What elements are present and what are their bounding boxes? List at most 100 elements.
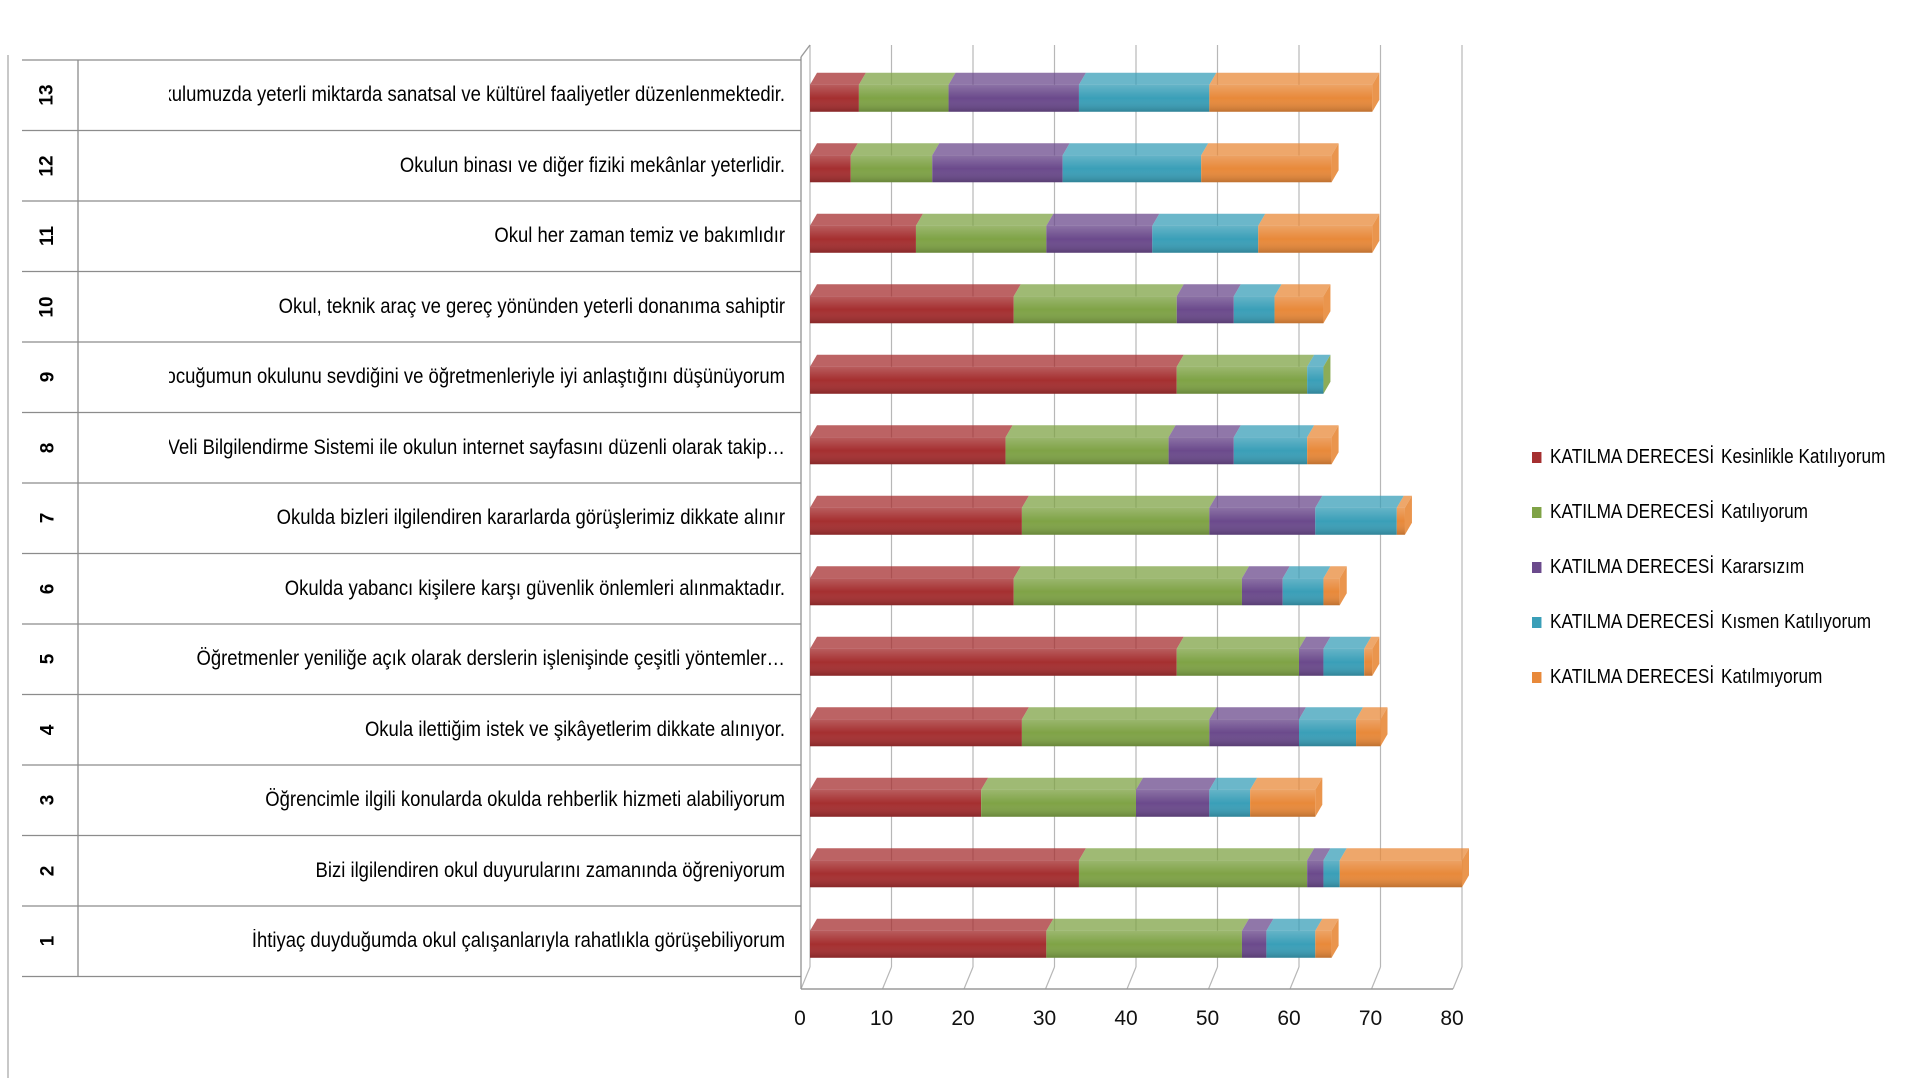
category-number: 7: [36, 512, 58, 524]
bar-segment-top: [810, 848, 1086, 861]
gridline-floor: [963, 966, 974, 990]
legend-label: KATILMA DERECESİ Katılıyorum: [1550, 501, 1809, 523]
bar-segment-shade: [1364, 648, 1373, 676]
bar-segment-shade: [1396, 507, 1405, 535]
category-number: 11: [37, 225, 58, 247]
bar-segment-shade: [1013, 578, 1242, 606]
bar-segment-top: [1323, 636, 1372, 649]
category-label: Bizi ilgilendiren okul duyurularını zama…: [315, 858, 785, 882]
x-tick-label: 40: [1114, 1007, 1137, 1030]
category-number: 6: [36, 583, 58, 594]
bar-segment-shade: [1176, 648, 1299, 676]
bar-segment-shade: [1152, 225, 1259, 253]
gridline-floor: [1044, 966, 1056, 990]
bar-segment-shade: [1209, 507, 1316, 535]
bar-segment-shade: [1241, 930, 1267, 958]
bar-segment-shade: [1021, 719, 1210, 747]
bar-segment-top: [1152, 213, 1266, 226]
bar-segment-shade: [1315, 507, 1397, 535]
bar-segment-top: [1282, 566, 1331, 579]
bar-segment-shade: [810, 507, 1022, 535]
bar-segment-top: [948, 72, 1086, 85]
bar-segment-shade: [1176, 296, 1234, 324]
bar-segment-top: [1307, 425, 1339, 438]
bar-segment-top: [1323, 848, 1347, 861]
bar-segment-shade: [1046, 930, 1242, 958]
bar-segment-shade: [1201, 155, 1332, 183]
category-number: 10: [36, 295, 58, 318]
bar-segment-shade: [810, 296, 1014, 324]
bar-segment-shade: [1266, 930, 1316, 958]
bar-segment-top: [810, 213, 923, 226]
bar-segment-shade: [1209, 84, 1373, 112]
bar-segment-top: [810, 495, 1029, 508]
category-number: 5: [36, 653, 58, 665]
bar-segment-shade: [810, 366, 1177, 394]
bar-segment-top: [1168, 425, 1241, 438]
bar-segment-shade: [1307, 860, 1324, 888]
bar-segment-top: [1078, 848, 1315, 861]
bar-segment-top: [810, 425, 1013, 438]
bar-segment-top: [1201, 143, 1339, 156]
bar-segment-top: [1136, 777, 1217, 790]
x-tick-label: 0: [794, 1007, 806, 1030]
bar-segment-shade: [1299, 719, 1357, 747]
bar-segment-top: [1315, 918, 1339, 931]
bar-segment-top: [1209, 707, 1306, 720]
bar-segment-top: [1046, 918, 1249, 931]
chart-legend: KATILMA DERECESİ Kesinlikle Katılıyorum KA…: [1532, 430, 1912, 705]
bar-segment-top: [810, 284, 1021, 297]
bar-segment-top: [1266, 918, 1323, 931]
bar-segment-top: [1315, 495, 1404, 508]
bar-segment-top: [1250, 777, 1323, 790]
bar-segment-shade: [1307, 366, 1324, 394]
bar-segment-top: [1176, 284, 1241, 297]
bar-segment-shade: [810, 578, 1014, 606]
bar-segment-top: [1209, 495, 1323, 508]
bar-segment-shade: [810, 437, 1006, 465]
bar-segment-top: [1258, 213, 1380, 226]
bar-end-cap: [1404, 495, 1412, 535]
bar-segment-shade: [1307, 437, 1332, 465]
bar-end-cap: [1380, 707, 1388, 747]
bar-segment-shade: [1046, 225, 1153, 253]
legend-item: KATILMA DERECESİ Kısmen Katılıyorum: [1532, 595, 1871, 650]
x-tick-label: 30: [1033, 1007, 1056, 1030]
bar-segment-top: [810, 566, 1021, 579]
category-number: 8: [36, 442, 58, 453]
legend-swatch: [1532, 672, 1542, 683]
bar-segment-top: [1241, 918, 1274, 931]
x-tick-label: 50: [1196, 1007, 1219, 1030]
bar-segment-shade: [1062, 155, 1202, 183]
bar-segment-shade: [1078, 860, 1308, 888]
category-label: E-Okul Veli Bilgilendirme Sistemi ile ok…: [169, 435, 785, 459]
category-label: Okulda yabancı kişilere karşı güvenlik ö…: [284, 576, 785, 600]
bar-segment-shade: [810, 930, 1047, 958]
gridline-floor: [1452, 966, 1463, 990]
bar-segment-top: [1356, 707, 1388, 720]
bar-segment-shade: [1274, 296, 1324, 324]
category-label: Okula ilettiğim istek ve şikâyetlerim di…: [364, 717, 785, 741]
bar-segment-top: [810, 354, 1184, 367]
gridline-floor: [800, 966, 811, 990]
legend-swatch: [1532, 507, 1542, 518]
bar-segment-top: [1233, 284, 1282, 297]
bar-segment-top: [858, 72, 956, 85]
bar-segment-top: [1176, 354, 1315, 367]
bar-segment-shade: [810, 789, 982, 817]
category-number: 4: [36, 724, 58, 735]
legend-item: KATILMA DERECESİ Katılıyorum: [1532, 485, 1859, 540]
category-label: Okul her zaman temiz ve bakımlıdır: [494, 224, 785, 247]
bar-end-cap: [1331, 143, 1339, 183]
category-label: Öğretmenler yeniliğe açık olarak dersler…: [196, 647, 785, 670]
bar-segment-shade: [810, 860, 1079, 888]
bar-segment-top: [1233, 425, 1315, 438]
bar-segment-top: [810, 143, 858, 156]
bar-segment-top: [1046, 213, 1160, 226]
gridline-floor: [1289, 966, 1300, 990]
category-label: Okulda bizleri ilgilendiren kararlarda g…: [276, 506, 785, 529]
bar-segment-top: [1062, 143, 1209, 156]
bar-segment-top: [810, 777, 989, 790]
bar-segment-shade: [1250, 789, 1316, 817]
bar-segment-shade: [810, 225, 916, 253]
